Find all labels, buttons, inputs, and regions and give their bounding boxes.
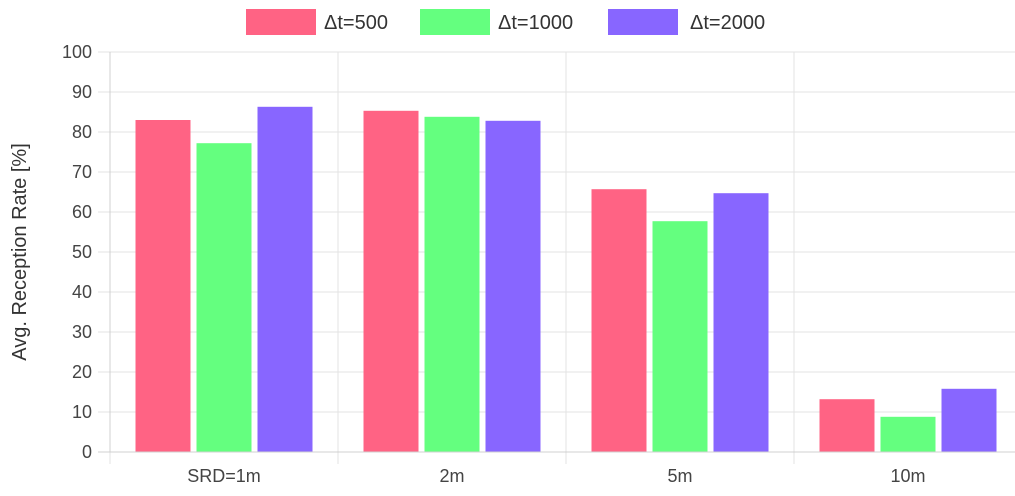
legend-swatch[interactable] <box>246 9 316 35</box>
x-tick-label: 2m <box>439 466 464 486</box>
legend-swatch[interactable] <box>420 9 490 35</box>
bar[interactable] <box>424 116 480 453</box>
bar[interactable] <box>135 120 191 452</box>
axes: 0 10 20 30 40 50 60 70 80 90 100 SRD=1m 2m 5m 10m <box>62 42 1015 486</box>
y-tick-label: 80 <box>72 122 92 142</box>
y-tick-label: 10 <box>72 402 92 422</box>
legend-label[interactable]: Δt=1000 <box>498 12 573 34</box>
x-tick-label: 10m <box>890 466 925 486</box>
y-tick-label: 20 <box>72 362 92 382</box>
y-tick-label: 40 <box>72 282 92 302</box>
bar[interactable] <box>652 221 708 452</box>
legend-label[interactable]: Δt=500 <box>324 12 388 34</box>
bars <box>135 106 997 453</box>
legend: Δt=500 Δt=1000 Δt=2000 <box>246 9 765 35</box>
bar[interactable] <box>485 120 541 453</box>
bar[interactable] <box>196 143 252 452</box>
bar[interactable] <box>591 189 647 452</box>
bar[interactable] <box>819 399 875 452</box>
y-tick-label: 70 <box>72 162 92 182</box>
y-tick-label: 30 <box>72 322 92 342</box>
x-tick-label: 5m <box>667 466 692 486</box>
bar[interactable] <box>880 416 936 452</box>
bar[interactable] <box>257 106 313 453</box>
bar[interactable] <box>941 388 997 452</box>
y-tick-label: 50 <box>72 242 92 262</box>
bar[interactable] <box>363 110 419 453</box>
legend-label[interactable]: Δt=2000 <box>690 12 765 34</box>
x-tick-label: SRD=1m <box>187 466 261 486</box>
y-tick-label: 100 <box>62 42 92 62</box>
y-tick-label: 90 <box>72 82 92 102</box>
y-axis-title: Avg. Reception Rate [%] <box>9 143 31 361</box>
y-tick-label: 60 <box>72 202 92 222</box>
y-tick-label: 0 <box>82 442 92 462</box>
bar[interactable] <box>713 193 769 452</box>
legend-swatch[interactable] <box>608 9 678 35</box>
